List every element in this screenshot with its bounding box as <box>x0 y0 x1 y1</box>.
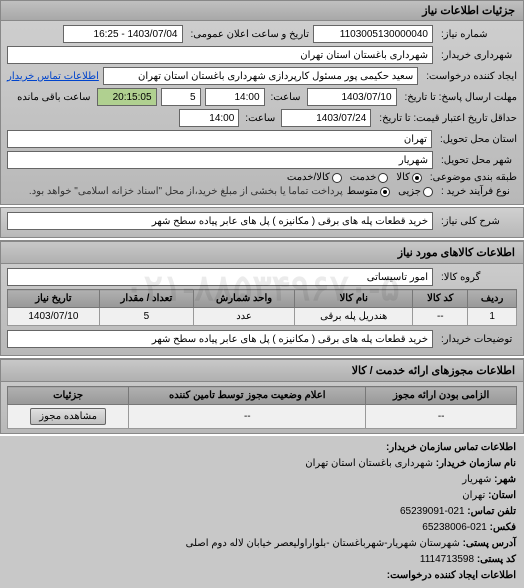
process-label: نوع فرآیند خرید : <box>437 186 517 197</box>
need-details-panel: جزئیات اطلاعات نیاز شماره نیاز: 11030051… <box>0 0 524 205</box>
radio-service[interactable]: خدمت <box>350 172 389 183</box>
group-label: گروه کالا: <box>437 272 517 283</box>
delivery-province-label: استان محل تحویل: <box>436 134 517 145</box>
req-num-field: 1103005130000040 <box>313 25 433 43</box>
deadline-date-field: 1403/07/10 <box>307 88 397 106</box>
footer-info: اطلاعات تماس سازمان خریدار: نام سازمان خ… <box>0 436 524 588</box>
td-details: مشاهده مجوز <box>8 405 129 429</box>
remaining-label: ساعت باقی مانده <box>15 92 92 103</box>
goods-table: ردیف کد کالا نام کالا واحد شمارش تعداد /… <box>7 289 517 326</box>
time-label-1: ساعت: <box>269 92 303 103</box>
city-label: شهر: <box>494 474 516 485</box>
td-status: -- <box>129 405 366 429</box>
th-details: جزئیات <box>8 387 129 405</box>
desc-panel: شرح کلی نیاز: خرید قطعات پله های برقی ( … <box>0 207 524 238</box>
delivery-city-label: شهر محل تحویل: <box>437 155 517 166</box>
validity-label: حداقل تاریخ اعتبار قیمت: تا تاریخ: <box>375 113 517 124</box>
th-unit: واحد شمارش <box>194 290 295 308</box>
announce-field: 1403/07/04 - 16:25 <box>63 25 183 43</box>
view-permit-button[interactable]: مشاهده مجوز <box>30 408 106 425</box>
province-value: تهران <box>462 490 485 501</box>
radio-both[interactable]: کالا/خدمت <box>287 172 342 183</box>
buyer-field: شهرداری باغستان استان تهران <box>7 46 433 64</box>
permits-panel: اطلاعات مجوزهای ارائه خدمت / کالا الزامی… <box>0 358 524 434</box>
deadline-send-label: مهلت ارسال پاسخ: تا تاریخ: <box>401 92 517 103</box>
req-num-label: شماره نیاز: <box>437 29 517 40</box>
footer-title: اطلاعات تماس سازمان خریدار: <box>386 442 516 453</box>
process-note: پرداخت تماما یا بخشی از مبلغ خرید،از محل… <box>29 186 343 197</box>
address-value: شهرستان شهریار-شهرباغستان -بلواراولیعصر … <box>186 538 460 549</box>
need-details-header: جزئیات اطلاعات نیاز <box>1 1 523 21</box>
th-row: ردیف <box>468 290 517 308</box>
buyer-notes-label: توضیحات خریدار: <box>437 334 517 345</box>
validity-date-field: 1403/07/24 <box>281 109 371 127</box>
validity-time-field: 14:00 <box>179 109 239 127</box>
phone-label: تلفن تماس: <box>467 506 516 517</box>
delivery-city-field: شهریار <box>7 151 433 169</box>
td-qty: 5 <box>99 308 193 326</box>
desc-label: شرح کلی نیاز: <box>437 216 517 227</box>
permits-table: الزامی بودن ارائه مجوز اعلام وضعیت مجوز … <box>7 386 517 429</box>
td-row: 1 <box>468 308 517 326</box>
deadline-time-field: 14:00 <box>205 88 265 106</box>
permits-title: اطلاعات مجوزهای ارائه خدمت / کالا <box>1 359 523 382</box>
goods-title: اطلاعات کالاهای مورد نیاز <box>1 241 523 264</box>
days-field: 5 <box>161 88 201 106</box>
contact-link[interactable]: اطلاعات تماس خریدار <box>7 71 99 82</box>
desc-field: خرید قطعات پله های برقی ( مکانیزه ) پل ه… <box>7 212 433 230</box>
goods-panel: اطلاعات کالاهای مورد نیاز گروه کالا: امو… <box>0 240 524 356</box>
address-label: آدرس پستی: <box>463 538 516 549</box>
radio-dot-icon <box>380 187 390 197</box>
group-field: امور تاسیساتی <box>7 268 433 286</box>
city-value: شهریار <box>462 474 491 485</box>
buyer-label: شهرداری خریدار: <box>437 50 517 61</box>
postcode-label: کد پستی: <box>477 554 516 565</box>
td-mandatory: -- <box>366 405 517 429</box>
td-name: هندریل پله برقی <box>295 308 413 326</box>
th-qty: تعداد / مقدار <box>99 290 193 308</box>
package-radio-group: کالا خدمت کالا/خدمت <box>287 172 422 183</box>
fax-value: 021-65238006 <box>422 522 487 533</box>
announce-label: تاریخ و ساعت اعلان عمومی: <box>187 29 310 40</box>
delivery-province-field: تهران <box>7 130 432 148</box>
table-row[interactable]: 1 -- هندریل پله برقی عدد 5 1403/07/10 <box>8 308 517 326</box>
package-label: طبقه بندی موضوعی: <box>426 172 517 183</box>
radio-dot-icon <box>423 187 433 197</box>
th-status: اعلام وضعیت مجوز توسط تامین کننده <box>129 387 366 405</box>
radio-dot-icon <box>378 173 388 183</box>
radio-dot-icon <box>412 173 422 183</box>
table-header-row: الزامی بودن ارائه مجوز اعلام وضعیت مجوز … <box>8 387 517 405</box>
postcode-value: 1114713598 <box>420 554 474 565</box>
td-code: -- <box>413 308 468 326</box>
time-label-2: ساعت: <box>243 113 277 124</box>
table-header-row: ردیف کد کالا نام کالا واحد شمارش تعداد /… <box>8 290 517 308</box>
phone-value: 021-65239091 <box>400 506 465 517</box>
table-row[interactable]: -- -- مشاهده مجوز <box>8 405 517 429</box>
radio-medium[interactable]: متوسط <box>347 186 390 197</box>
requester-label: ایجاد کننده درخواست: <box>422 71 517 82</box>
remaining-field: 20:15:05 <box>97 88 157 106</box>
th-code: کد کالا <box>413 290 468 308</box>
radio-goods[interactable]: کالا <box>396 172 422 183</box>
th-date: تاریخ نیاز <box>8 290 100 308</box>
org-label: نام سازمان خریدار: <box>436 458 516 469</box>
process-radio-group: جزیی متوسط <box>347 186 433 197</box>
buyer-notes-field: خرید قطعات پله های برقی ( مکانیزه ) پل ه… <box>7 330 433 348</box>
td-unit: عدد <box>194 308 295 326</box>
province-label: استان: <box>488 490 516 501</box>
org-value: شهرداری باغستان استان تهران <box>305 458 433 469</box>
radio-dot-icon <box>332 173 342 183</box>
td-date: 1403/07/10 <box>8 308 100 326</box>
fax-label: فکس: <box>490 522 516 533</box>
th-mandatory: الزامی بودن ارائه مجوز <box>366 387 517 405</box>
th-name: نام کالا <box>295 290 413 308</box>
requester-field: سعید حکیمی پور مسئول کارپردازی شهرداری ب… <box>103 67 418 85</box>
radio-small[interactable]: جزیی <box>398 186 433 197</box>
